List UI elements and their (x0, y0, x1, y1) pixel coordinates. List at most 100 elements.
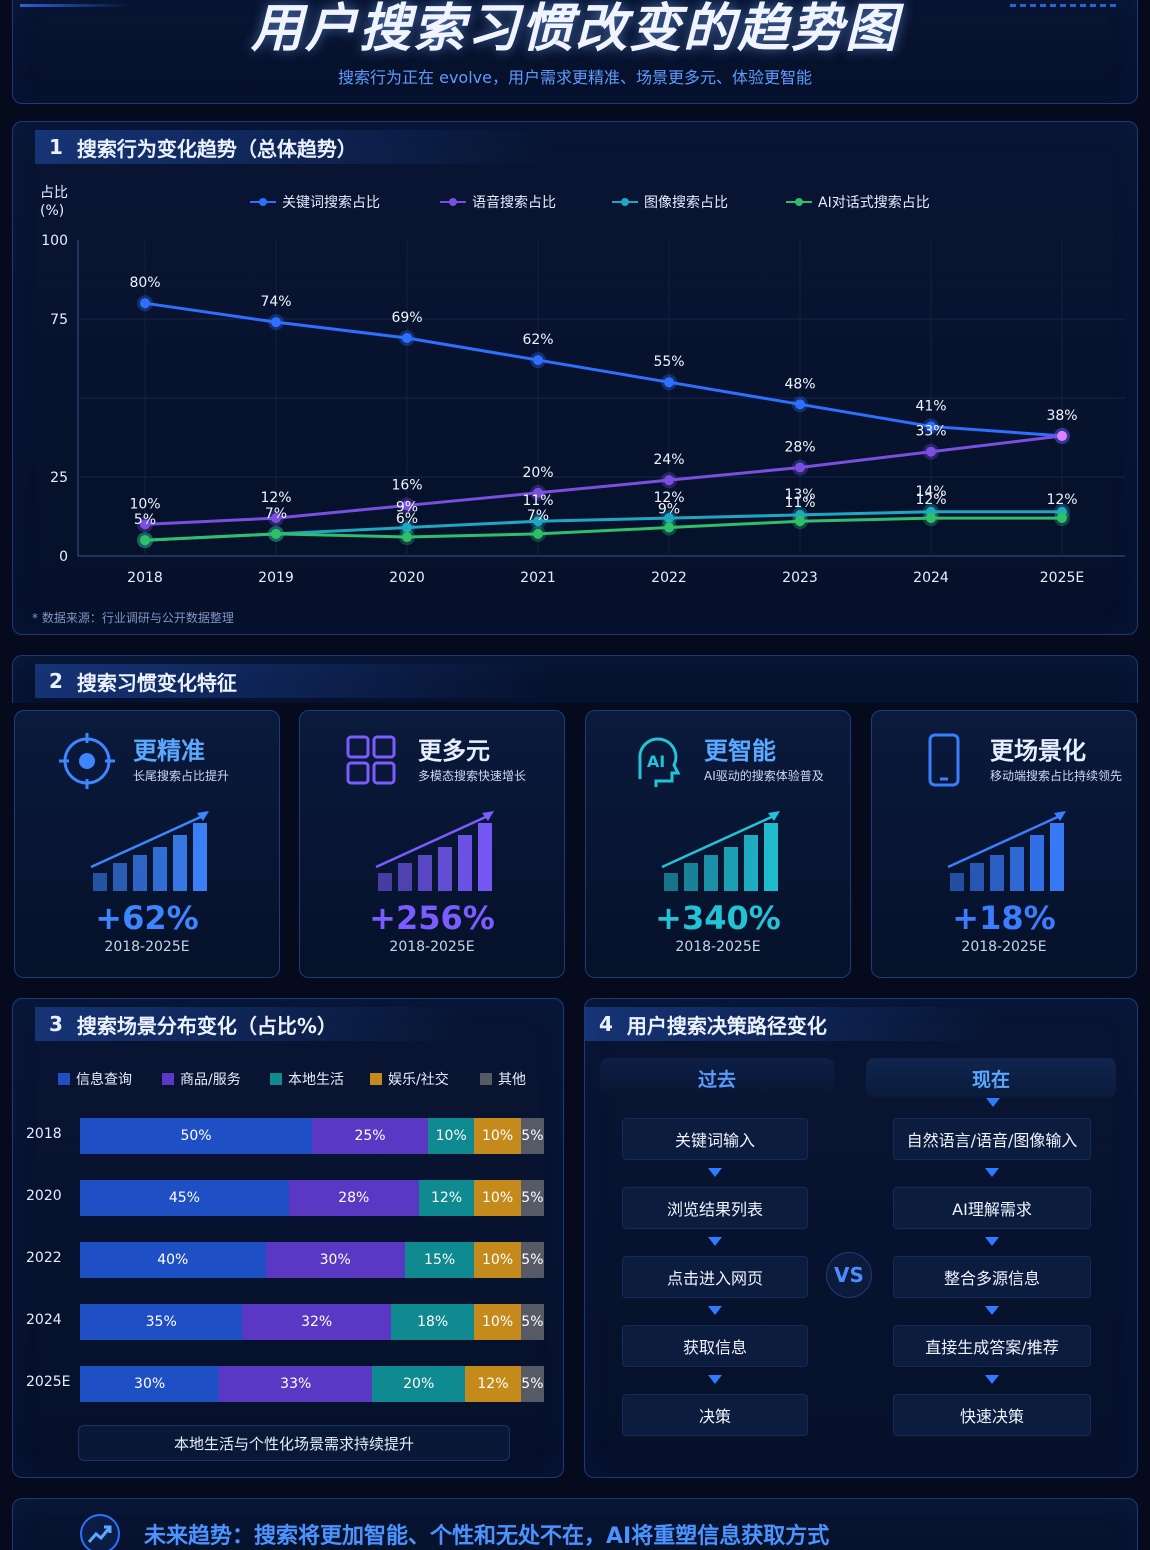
page-subtitle: 搜索行为正在 evolve，用户需求更精准、场景更多元、体验更智能 (338, 68, 812, 87)
section-title-features: 2 搜索习惯变化特征 (35, 664, 555, 698)
section-title-scenario: 3 搜索场景分布变化（占比%） (35, 1007, 475, 1041)
bar-segment: 10% (428, 1118, 475, 1154)
legend-swatch (250, 198, 276, 206)
legend-item: 信息查询 (58, 1069, 132, 1089)
data-label: 9% (658, 502, 680, 518)
growth-bar (990, 855, 1004, 891)
trend-up-icon (80, 1514, 120, 1550)
legend-swatch (162, 1073, 174, 1085)
data-point (402, 532, 412, 543)
data-point (271, 528, 281, 539)
header-deco-left (20, 4, 130, 7)
data-label: 13% (784, 487, 815, 503)
card-desc: AI驱动的搜索体验普及 (704, 769, 824, 783)
data-label: 16% (391, 477, 422, 493)
features-panel: 2 搜索习惯变化特征 (12, 655, 1138, 703)
data-label: 20% (522, 465, 553, 481)
bar-segment: 5% (520, 1180, 544, 1216)
bar-segment: 12% (465, 1366, 521, 1402)
data-point (1057, 430, 1067, 441)
growth-arrowhead (1054, 811, 1066, 821)
data-label: 7% (265, 506, 287, 522)
data-label: 7% (527, 508, 549, 524)
bar-segment: 45% (80, 1180, 289, 1216)
target-icon (59, 733, 115, 789)
card-range: 2018-2025E (675, 939, 761, 955)
data-point (664, 377, 674, 388)
grid-icon (346, 735, 396, 785)
bar-segment: 10% (474, 1242, 521, 1278)
section-number: 2 (49, 669, 63, 693)
bar-segment: 10% (474, 1118, 521, 1154)
past-step: 获取信息 (622, 1325, 808, 1367)
growth-bar (113, 863, 127, 891)
data-point (795, 516, 805, 527)
legend-swatch (480, 1073, 492, 1085)
footer-text: 未来趋势：搜索将更加智能、个性和无处不在，AI将重塑信息获取方式 (144, 1524, 830, 1549)
y-tick-label: 100 (41, 233, 68, 249)
step-arrow (708, 1306, 722, 1315)
card-value: +340% (655, 899, 781, 937)
data-point (140, 535, 150, 546)
card-value: +62% (95, 899, 199, 937)
header-deco-right (1010, 4, 1120, 7)
series-line (144, 301, 1063, 438)
data-point (533, 487, 543, 498)
data-label: 38% (1046, 408, 1077, 424)
growth-bar (478, 823, 492, 891)
growth-bar (193, 823, 207, 891)
step-arrow (985, 1237, 999, 1246)
data-label: 69% (391, 310, 422, 326)
data-label: 11% (784, 495, 815, 511)
data-point (140, 519, 150, 530)
growth-bar (1030, 835, 1044, 891)
legend-item: AI对话式搜索占比 (786, 192, 930, 212)
data-label: 24% (653, 452, 684, 468)
bar-segment: 32% (242, 1304, 391, 1340)
section-title-text: 用户搜索决策路径变化 (626, 1013, 827, 1038)
data-source-note: * 数据来源：行业调研与公开数据整理 (32, 611, 234, 625)
growth-bar (724, 847, 738, 891)
bar-category-label: 2020 (26, 1188, 62, 1204)
data-point (926, 446, 936, 457)
data-label: 9% (396, 500, 418, 516)
data-point (533, 528, 543, 539)
section-title-text: 搜索习惯变化特征 (76, 670, 237, 695)
legend-label: 商品/服务 (180, 1072, 241, 1088)
bar-segment: 40% (80, 1242, 266, 1278)
bar-segment: 10% (474, 1180, 521, 1216)
data-point (271, 317, 281, 328)
x-tick-label: 2018 (127, 570, 163, 586)
card-value: +18% (952, 899, 1056, 937)
legend-label: AI对话式搜索占比 (818, 195, 930, 211)
bar-segment: 25% (312, 1118, 428, 1154)
data-label: 12% (1046, 492, 1077, 508)
growth-arrow (661, 813, 777, 869)
y-tick-label: 25 (50, 470, 68, 486)
bar-segment: 5% (520, 1304, 544, 1340)
step-arrow (985, 1168, 999, 1177)
legend-label: 图像搜索占比 (644, 195, 728, 211)
card-title: 更多元 (418, 737, 490, 765)
data-point (271, 513, 281, 524)
data-point (795, 462, 805, 473)
growth-bar (458, 835, 472, 891)
growth-bar (398, 863, 412, 891)
data-point (1057, 513, 1067, 524)
section-title-decision: 4 用户搜索决策路径变化 (585, 1007, 1005, 1041)
step-arrow (708, 1237, 722, 1246)
bar-segment: 15% (404, 1242, 475, 1278)
data-point (664, 522, 674, 533)
growth-bar (133, 855, 147, 891)
growth-bar (438, 847, 452, 891)
bar-segment: 18% (390, 1304, 475, 1340)
growth-arrowhead (768, 811, 780, 821)
data-label: 10% (129, 496, 160, 512)
legend-label: 其他 (498, 1072, 526, 1088)
bar-segment: 33% (219, 1366, 373, 1402)
legend-label: 娱乐/社交 (388, 1072, 449, 1088)
ai-head-icon: AI (638, 737, 681, 787)
growth-bar (684, 863, 698, 891)
vs-badge: VS (826, 1252, 872, 1298)
card-desc: 长尾搜索占比提升 (133, 769, 230, 783)
